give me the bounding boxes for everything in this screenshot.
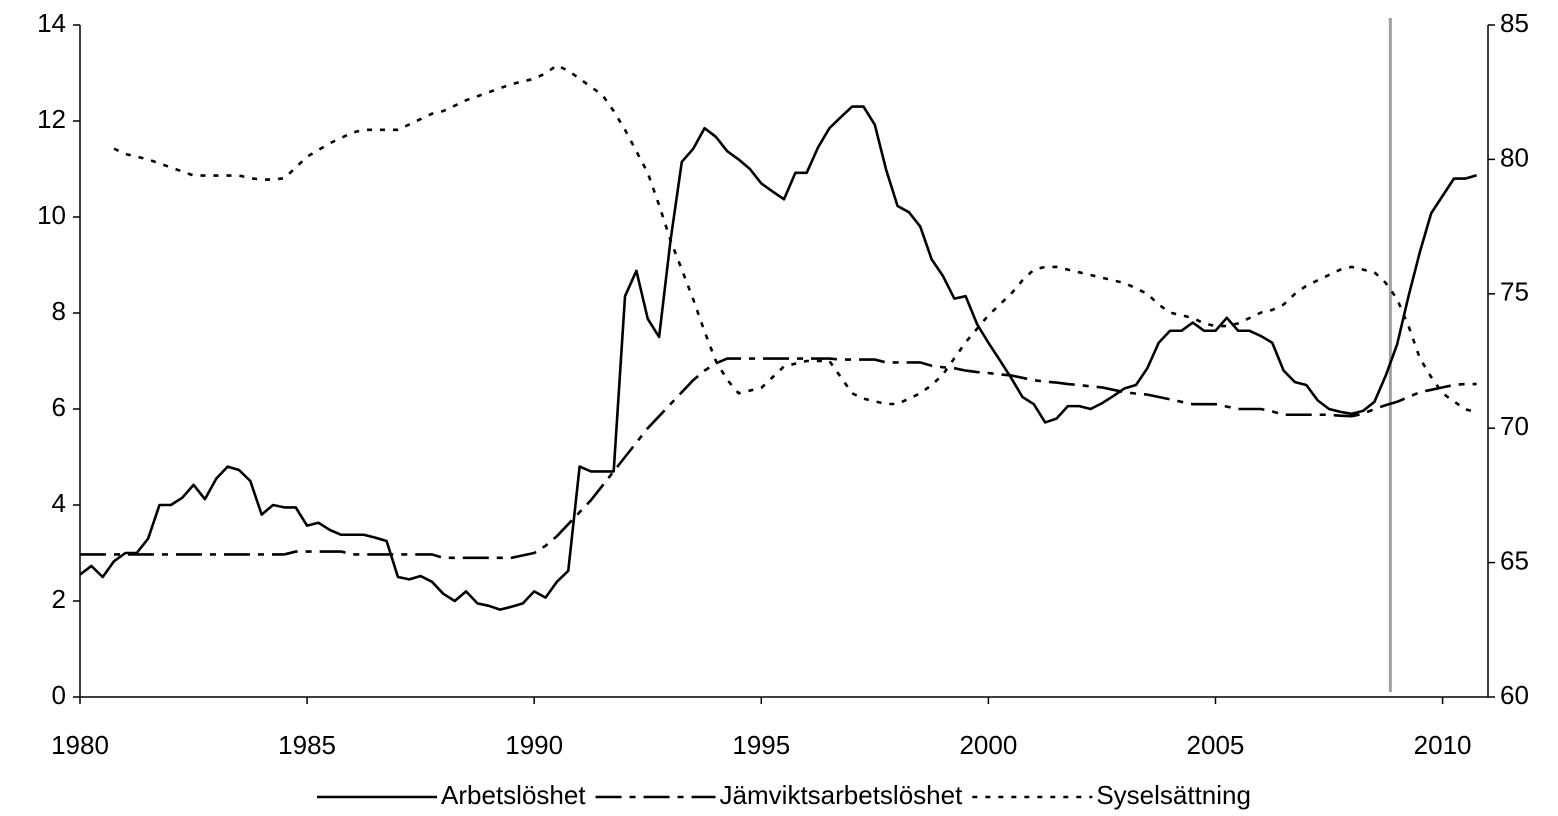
y2-tick-label: 80: [1500, 142, 1529, 172]
x-tick-label: 1995: [732, 730, 790, 760]
x-tick-label: 2010: [1414, 730, 1472, 760]
y-tick-label: 2: [52, 584, 66, 614]
y-tick-label: 4: [52, 488, 66, 518]
y-tick-label: 0: [52, 680, 66, 710]
y2-tick-label: 65: [1500, 545, 1529, 575]
x-tick-label: 2005: [1187, 730, 1245, 760]
x-tick-label: 2000: [959, 730, 1017, 760]
y-tick-label: 14: [37, 8, 66, 38]
plot-area: 0 2 4 6 8 10 12 14 60 65 70 75 80 85 1980 1985 1990 1995 2…: [37, 8, 1529, 760]
y2-tick-label: 60: [1500, 680, 1529, 710]
y2-tick-label: 70: [1500, 411, 1529, 441]
legend-label: Arbetslöshet: [441, 780, 586, 810]
y2-tick-label: 85: [1500, 8, 1529, 38]
legend: Arbetslöshet Jämviktsarbetslöshet Syselsät…: [317, 780, 1251, 810]
legend-label: Syselsättning: [1096, 780, 1251, 810]
legend-label: Jämviktsarbetslöshet: [720, 780, 964, 810]
x-tick-label: 1985: [278, 730, 336, 760]
x-tick-label: 1990: [505, 730, 563, 760]
series-line: [79, 105, 1478, 611]
y-tick-label: 8: [52, 296, 66, 326]
y-tick-label: 12: [37, 104, 66, 134]
series-line: [113, 64, 1477, 414]
y-tick-label: 6: [52, 392, 66, 422]
y2-tick-label: 75: [1500, 277, 1529, 307]
x-tick-label: 1980: [51, 730, 109, 760]
series-line: [80, 357, 1477, 560]
y-tick-label: 10: [37, 200, 66, 230]
